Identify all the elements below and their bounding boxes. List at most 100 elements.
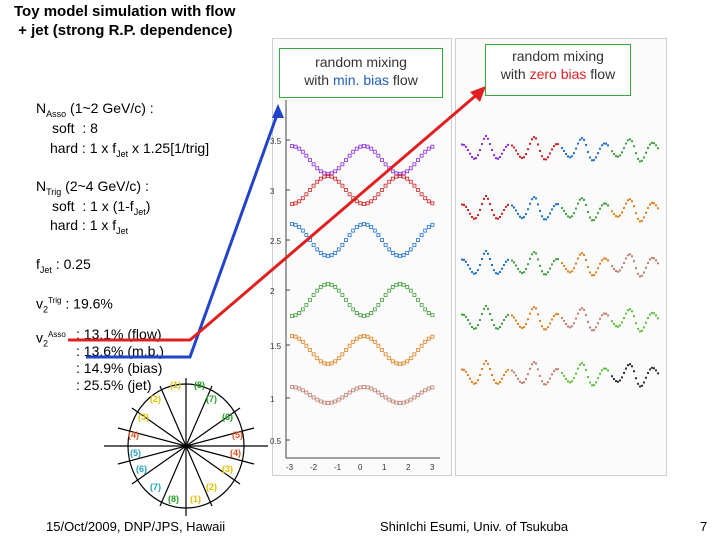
left-plot-point bbox=[329, 253, 334, 258]
left-plot-point bbox=[300, 339, 305, 344]
left-plot-point bbox=[405, 169, 410, 174]
right-plot-point bbox=[473, 272, 475, 275]
left-plot-point bbox=[380, 393, 384, 397]
right-plot-point bbox=[587, 375, 589, 378]
left-plot-point bbox=[398, 401, 402, 405]
footer-author: ShinIchi Esumi, Univ. of Tsukuba bbox=[380, 519, 569, 534]
right-plot-point bbox=[465, 205, 467, 208]
left-plot-point bbox=[297, 386, 302, 391]
right-plot-point bbox=[581, 197, 583, 200]
right-plot-point bbox=[547, 381, 549, 384]
right-plot-point bbox=[637, 327, 639, 330]
left-plot-point bbox=[376, 233, 381, 237]
right-plot-point bbox=[539, 374, 541, 377]
left-plot-point bbox=[322, 361, 327, 366]
right-plot-point bbox=[625, 312, 627, 315]
right-plot-point bbox=[639, 220, 641, 223]
right-plot-point bbox=[465, 315, 467, 318]
x-tick-label: 2 bbox=[406, 463, 411, 472]
right-plot-point bbox=[473, 217, 475, 220]
right-plot-point bbox=[569, 381, 571, 384]
right-plot-point bbox=[647, 372, 649, 375]
right-plot-point bbox=[627, 309, 629, 312]
left-plot-point bbox=[412, 183, 417, 188]
right-plot-point bbox=[487, 362, 489, 365]
left-plot-point bbox=[358, 385, 363, 390]
right-plot-point bbox=[507, 368, 509, 371]
fjet-value: fJet : 0.25 bbox=[36, 256, 91, 275]
left-plot-point bbox=[315, 397, 320, 402]
left-plot-point bbox=[290, 144, 294, 148]
left-plot-point bbox=[365, 334, 370, 339]
left-plot-point bbox=[311, 243, 316, 247]
right-plot-point bbox=[493, 214, 495, 217]
left-plot-point bbox=[423, 388, 428, 393]
right-plot-point bbox=[575, 207, 577, 210]
right-plot-point bbox=[633, 370, 635, 373]
right-plot-point bbox=[597, 322, 599, 325]
right-plot-point bbox=[519, 380, 521, 383]
right-plot-point bbox=[519, 155, 521, 158]
right-plot-point bbox=[513, 261, 515, 264]
right-plot-point bbox=[637, 157, 639, 160]
right-plot-point bbox=[651, 201, 653, 204]
right-plot-point bbox=[535, 307, 537, 310]
right-plot-point bbox=[565, 377, 567, 380]
rp-label: (1) bbox=[190, 494, 201, 504]
right-plot-point bbox=[469, 152, 471, 155]
right-plot-point bbox=[485, 250, 487, 252]
right-plot-point bbox=[491, 209, 493, 211]
right-plot-point bbox=[607, 314, 609, 317]
right-plot-point bbox=[651, 256, 653, 259]
left-plot-point bbox=[426, 311, 431, 315]
left-plot-point bbox=[362, 334, 366, 338]
right-plot-point bbox=[623, 262, 625, 265]
right-plot-point bbox=[657, 317, 659, 320]
right-plot-point bbox=[491, 149, 493, 151]
right-plot-point bbox=[651, 311, 653, 314]
left-plot-point bbox=[419, 153, 424, 158]
right-plot-point bbox=[539, 149, 541, 152]
right-plot-point bbox=[473, 382, 475, 385]
right-plot-point bbox=[653, 202, 655, 205]
y-tick-label: 0.5 bbox=[270, 437, 282, 446]
right-plot-point bbox=[617, 270, 619, 273]
box-zero-bias: random mixing with zero bias flow bbox=[485, 44, 631, 96]
left-plot-point bbox=[419, 192, 424, 197]
right-plot-point bbox=[487, 307, 489, 310]
right-plot-point bbox=[557, 368, 559, 371]
left-plot-point bbox=[344, 238, 348, 242]
right-plot-point bbox=[463, 143, 465, 146]
right-plot-point bbox=[511, 144, 513, 147]
right-plot-point bbox=[493, 269, 495, 272]
right-plot-point bbox=[557, 143, 559, 146]
right-plot-point bbox=[527, 373, 529, 376]
left-plot-point bbox=[419, 303, 424, 307]
right-plot-point bbox=[501, 212, 503, 215]
right-plot-point bbox=[649, 258, 651, 261]
right-plot-point bbox=[589, 271, 591, 274]
right-plot-point bbox=[501, 152, 503, 155]
rp-label: (7) bbox=[206, 394, 217, 404]
right-plot-point bbox=[521, 382, 523, 385]
right-plot-point bbox=[501, 377, 503, 380]
left-plot-point bbox=[344, 298, 348, 302]
right-plot-point bbox=[621, 151, 623, 154]
right-plot-point bbox=[573, 322, 575, 325]
right-plot-point bbox=[617, 325, 619, 328]
right-plot-point bbox=[479, 209, 481, 211]
right-plot-point bbox=[583, 138, 585, 141]
right-plot-point bbox=[547, 326, 549, 329]
right-plot-point bbox=[547, 271, 549, 274]
right-plot-point bbox=[589, 156, 591, 159]
right-plot-point bbox=[469, 377, 471, 380]
left-plot-point bbox=[369, 336, 374, 341]
right-plot-point bbox=[511, 314, 513, 317]
right-plot-point bbox=[621, 266, 623, 269]
left-plot-point bbox=[423, 196, 428, 201]
right-plot-point bbox=[591, 329, 593, 332]
right-plot-point bbox=[613, 268, 615, 271]
left-plot-point bbox=[419, 233, 424, 237]
right-plot-point bbox=[573, 377, 575, 380]
left-plot-point bbox=[304, 343, 309, 348]
